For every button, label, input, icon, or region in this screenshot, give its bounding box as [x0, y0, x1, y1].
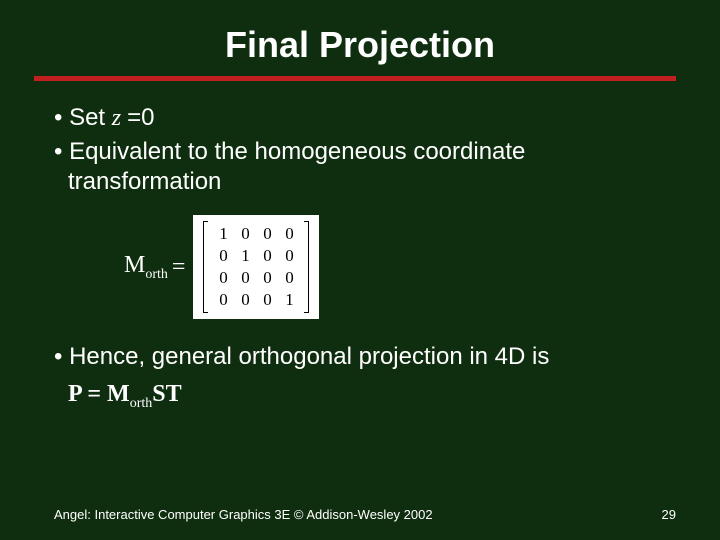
- morth-label: Morth: [124, 252, 168, 283]
- bullet-1-suffix: =0: [127, 104, 154, 131]
- matrix-cell: 0: [263, 268, 272, 288]
- bullet-3: • Hence, general orthogonal projection i…: [54, 343, 676, 371]
- equation-M: M: [107, 381, 130, 407]
- equals-sign: =: [172, 254, 186, 281]
- equation-P: P: [68, 381, 81, 407]
- matrix-cell: 0: [285, 268, 294, 288]
- matrix-box: 1 0 0 0 0 1 0 0 0 0 0 0 0 0 0: [193, 215, 319, 319]
- page-number: 29: [662, 507, 676, 522]
- matrix-cell: 0: [263, 224, 272, 244]
- matrix-cell: 1: [285, 290, 294, 310]
- matrix-cell: 0: [263, 290, 272, 310]
- matrix-grid: 1 0 0 0 0 1 0 0 0 0 0 0 0 0 0: [208, 221, 304, 313]
- matrix-expression: Morth = 1 0 0 0 0 1 0 0 0 0: [124, 215, 676, 319]
- slide-content: • Set z =0 • Equivalent to the homogeneo…: [0, 81, 720, 412]
- morth-sub: orth: [145, 266, 168, 281]
- matrix-inner: 1 0 0 0 0 1 0 0 0 0 0 0 0 0 0: [203, 221, 309, 313]
- matrix-cell: 0: [219, 268, 228, 288]
- footer-text: Angel: Interactive Computer Graphics 3E …: [54, 507, 433, 522]
- matrix-cell: 0: [219, 246, 228, 266]
- matrix-cell: 0: [241, 224, 250, 244]
- slide: Final Projection • Set z =0 • Equivalent…: [0, 0, 720, 540]
- matrix-cell: 0: [241, 290, 250, 310]
- bullet-1-var: z: [112, 105, 127, 131]
- matrix-cell: 1: [241, 246, 250, 266]
- matrix-cell: 0: [241, 268, 250, 288]
- equation-sub: orth: [130, 396, 153, 411]
- bracket-right: [304, 221, 309, 313]
- equation-ST: ST: [152, 381, 181, 407]
- morth-M: M: [124, 252, 145, 278]
- matrix-cell: 0: [219, 290, 228, 310]
- matrix-cell: 0: [263, 246, 272, 266]
- bullet-2: • Equivalent to the homogeneous coordina…: [54, 137, 676, 197]
- equation: P = MorthST: [68, 381, 676, 412]
- bullet-1-prefix: • Set: [54, 104, 112, 131]
- matrix-cell: 1: [219, 224, 228, 244]
- bullet-1: • Set z =0: [54, 103, 676, 133]
- matrix-cell: 0: [285, 246, 294, 266]
- matrix-cell: 0: [285, 224, 294, 244]
- equation-eq: =: [81, 381, 107, 407]
- slide-title: Final Projection: [0, 0, 720, 76]
